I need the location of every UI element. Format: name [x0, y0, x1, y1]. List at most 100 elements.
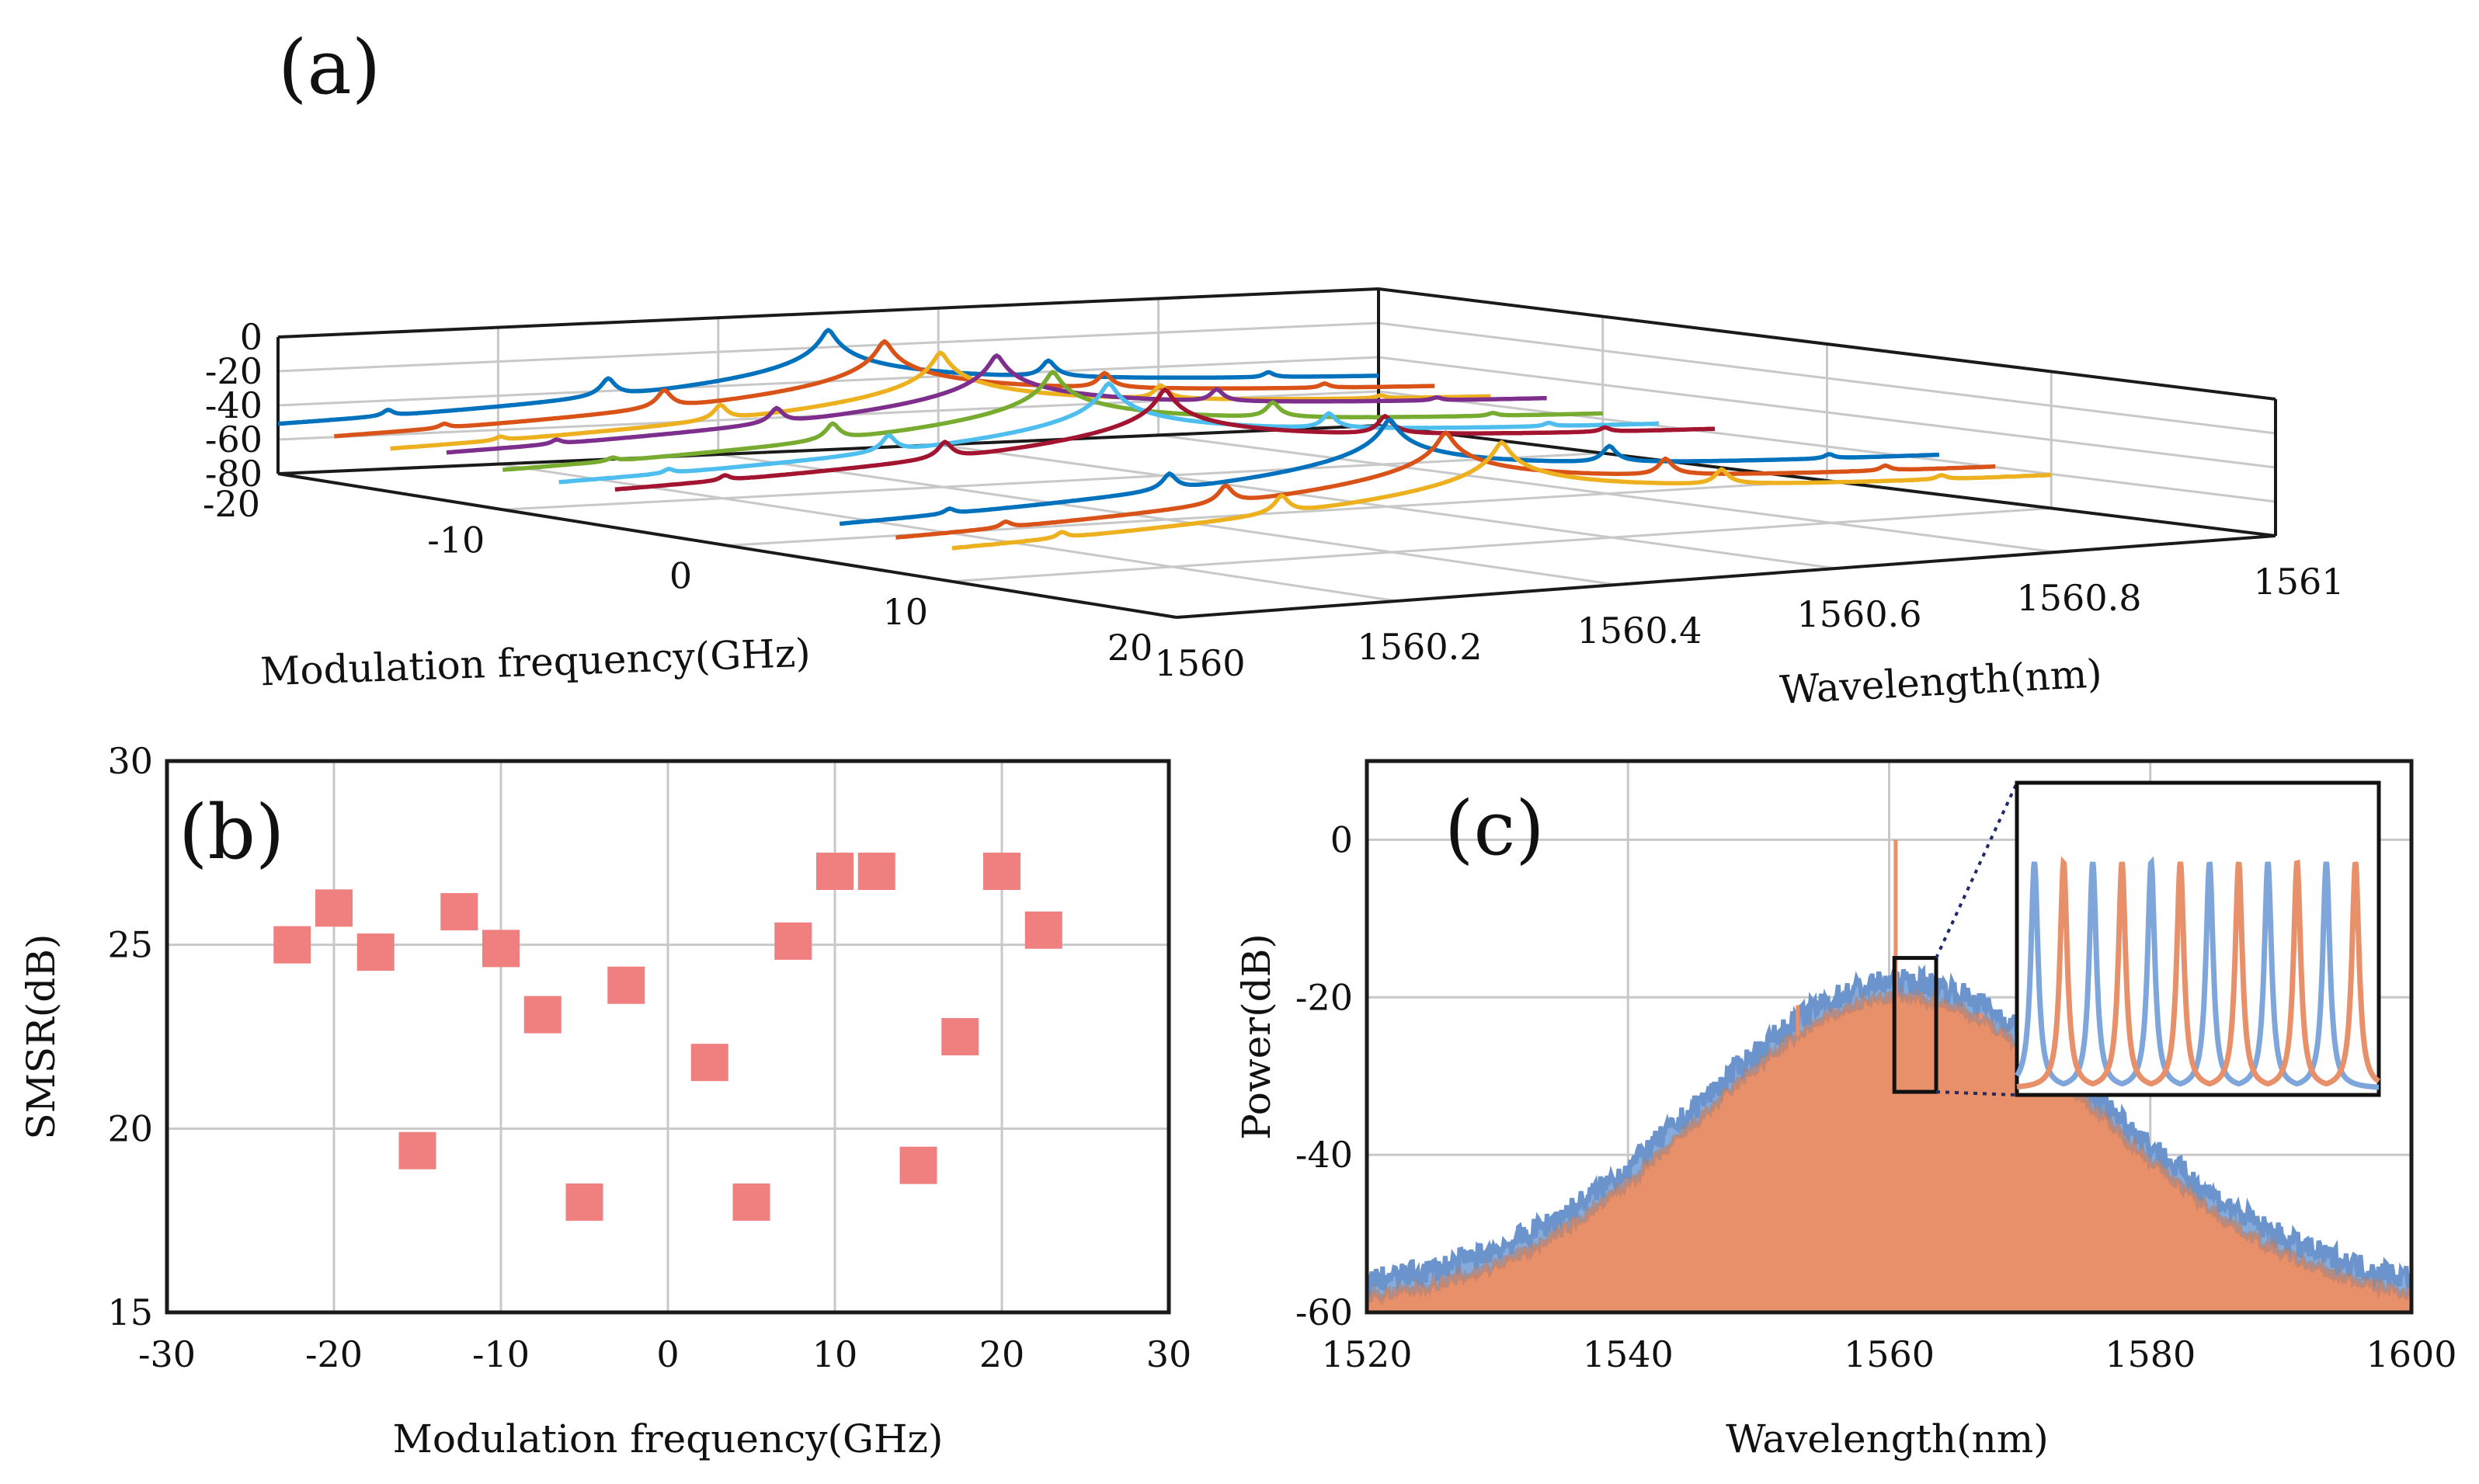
b-point [899, 1146, 937, 1184]
b-point [732, 1183, 770, 1221]
a-grid-line [277, 321, 1379, 373]
b-point [941, 1018, 979, 1055]
a-freq-tick: -20 [203, 483, 260, 525]
a-z-tick: -20 [205, 350, 263, 392]
a-z-tick: 0 [240, 316, 263, 358]
b-point [690, 1044, 728, 1082]
a-freq-tick: 0 [669, 555, 692, 597]
b-point [774, 922, 812, 960]
a-freq-tick: -10 [427, 519, 485, 561]
b-x-tick: 0 [656, 1333, 679, 1375]
a-box-edge [1176, 534, 2276, 619]
a-wl-tick: 1560 [1154, 642, 1245, 684]
c-curves [1367, 839, 2411, 1312]
a-series-line [558, 381, 1659, 485]
a-z-tick: -80 [205, 453, 263, 495]
b-point [523, 996, 562, 1034]
b-x-tick: -10 [472, 1333, 530, 1375]
c-y-tick: 0 [1330, 818, 1353, 860]
c-y-tick: -20 [1295, 976, 1353, 1018]
b-points [273, 853, 1062, 1221]
b-y-ticks: 15 20 25 30 [107, 740, 153, 1333]
panel-c: (c) 1520 1540 1560 1580 1600 0 -20 -40 -… [1234, 759, 2457, 1461]
b-axes-box [165, 759, 1171, 1315]
a-series-line [390, 350, 1491, 451]
c-zoom-connector [1935, 1090, 2018, 1096]
b-point [356, 933, 395, 971]
b-point [983, 853, 1020, 890]
a-z-tick: -40 [205, 384, 263, 426]
c-x-ticks: 1520 1540 1560 1580 1600 [1321, 1333, 2456, 1375]
b-point [440, 893, 478, 931]
c-inset [1892, 780, 2381, 1097]
a-wl-tick: 1560.8 [2017, 577, 2142, 619]
b-point [482, 930, 520, 968]
a-series-line [614, 387, 1716, 492]
panel-a-freq-ticks: -20 -10 0 10 20 [203, 483, 1153, 669]
b-x-axis-label: Modulation frequency(GHz) [393, 1416, 944, 1461]
b-point [273, 926, 311, 964]
a-wl-tick: 1561 [2253, 561, 2344, 603]
a-box-edge [1378, 287, 2276, 401]
a-series-line [446, 353, 1547, 455]
panel-a-label: (a) [278, 24, 381, 111]
b-x-tick: 20 [979, 1333, 1025, 1375]
a-freq-tick: 20 [1107, 627, 1153, 669]
c-y-tick: -40 [1295, 1134, 1353, 1176]
c-zoom-box [1892, 956, 1938, 1094]
c-y-tick: -60 [1295, 1291, 1353, 1333]
c-blue-spectrum-edge [1367, 964, 2411, 1298]
c-x-axis-label: Wavelength(nm) [1726, 1416, 2048, 1461]
panel-b-label: (b) [179, 789, 284, 876]
panel-a-grid [276, 287, 2277, 619]
a-series-line [951, 440, 2052, 551]
b-y-tick: 15 [107, 1291, 153, 1333]
a-freq-tick: 10 [882, 591, 928, 633]
a-box-edge [277, 287, 1379, 339]
a-box-edge [277, 472, 1177, 619]
a-wl-tick: 1560.6 [1797, 593, 1922, 635]
panel-a: (a) 0 -20 -40 -60 -80 -20 -10 0 10 20 15… [203, 24, 2345, 713]
b-point [565, 1183, 603, 1221]
b-y-axis-label: SMSR(dB) [19, 933, 64, 1139]
c-x-tick: 1540 [1583, 1333, 1674, 1375]
panel-a-z-ticks: 0 -20 -40 -60 -80 [205, 316, 263, 495]
panel-a-series [277, 328, 2052, 551]
a-grid-line [951, 507, 2052, 583]
c-zoom-connector [1935, 782, 2018, 959]
c-axes-box [1365, 759, 2414, 1315]
a-grid-line [502, 452, 1603, 511]
b-point [315, 889, 353, 927]
a-wavelength-axis-label: Wavelength(nm) [1778, 651, 2103, 713]
c-x-tick: 1580 [2105, 1333, 2196, 1375]
b-point [816, 853, 854, 890]
c-orange-spectrum-edge [1367, 984, 2411, 1307]
panel-a-wavelength-ticks: 1560 1560.2 1560.4 1560.6 1560.8 1561 [1154, 561, 2344, 684]
b-x-tick: -30 [138, 1333, 196, 1375]
a-series-line [334, 339, 1435, 439]
a-series-line [839, 417, 1940, 527]
a-wl-tick: 1560.2 [1358, 626, 1483, 668]
c-y-axis-label: Power(dB) [1234, 933, 1279, 1140]
a-box-edge [277, 424, 1379, 475]
c-x-tick: 1560 [1844, 1333, 1935, 1375]
a-series-line [895, 430, 1996, 540]
b-y-tick: 20 [107, 1107, 153, 1149]
panel-a-box [276, 287, 2277, 619]
b-x-tick: 30 [1146, 1333, 1192, 1375]
a-wl-tick: 1560.4 [1577, 610, 1702, 652]
c-x-tick: 1600 [2366, 1333, 2456, 1375]
b-point [857, 853, 895, 890]
b-y-tick: 30 [107, 740, 153, 782]
c-inset-modes [2016, 856, 2380, 1090]
a-z-tick: -60 [205, 419, 263, 460]
c-y-ticks: 0 -20 -40 -60 [1295, 818, 1353, 1333]
b-y-tick: 25 [107, 924, 153, 966]
b-x-ticks: -30 -20 -10 0 10 20 30 [138, 1333, 1191, 1375]
b-x-tick: 10 [812, 1333, 858, 1375]
c-orange-spectrum [1367, 991, 2411, 1312]
b-point [1024, 911, 1062, 949]
c-x-tick: 1520 [1321, 1333, 1412, 1375]
a-series-line [277, 328, 1379, 426]
